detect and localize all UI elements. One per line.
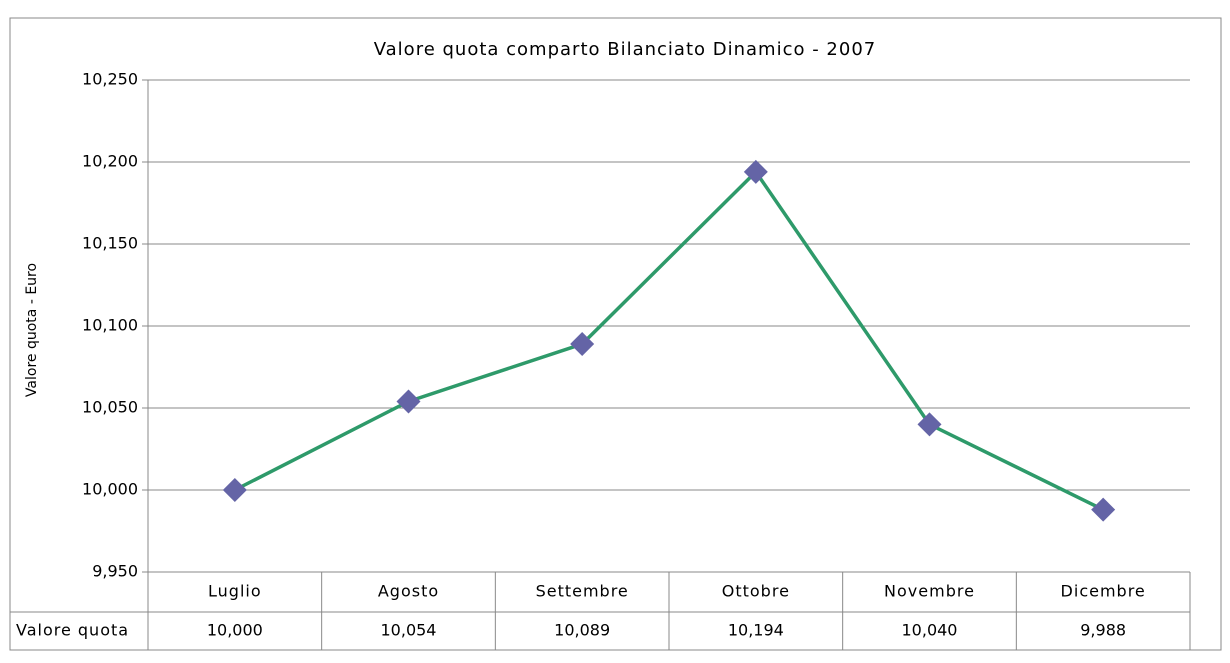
x-tick-label: Agosto bbox=[378, 582, 439, 601]
data-marker bbox=[222, 478, 247, 502]
chart-title: Valore quota comparto Bilanciato Dinamic… bbox=[374, 39, 877, 60]
y-tick-label: 10,100 bbox=[82, 316, 138, 335]
data-table-value: 10,000 bbox=[207, 621, 263, 640]
data-table-value: 9,988 bbox=[1080, 621, 1126, 640]
x-tick-label: Ottobre bbox=[722, 582, 790, 601]
y-tick-label: 10,050 bbox=[82, 398, 138, 417]
data-marker bbox=[917, 412, 942, 437]
data-table-value: 10,054 bbox=[381, 621, 437, 640]
data-marker bbox=[570, 332, 595, 357]
y-axis-label: Valore quota - Euro bbox=[24, 263, 40, 397]
data-table-value: 10,089 bbox=[554, 621, 610, 640]
data-table-value: 10,194 bbox=[728, 621, 784, 640]
x-tick-label: Luglio bbox=[208, 582, 262, 601]
legend-label: Valore quota bbox=[16, 621, 129, 640]
chart-border bbox=[9, 17, 1222, 651]
data-marker bbox=[396, 389, 421, 414]
x-tick-label: Settembre bbox=[536, 582, 629, 601]
data-table-value: 10,040 bbox=[902, 621, 958, 640]
x-tick-label: Novembre bbox=[884, 582, 975, 601]
data-line bbox=[234, 169, 1104, 512]
data-marker bbox=[1091, 497, 1116, 522]
data-marker bbox=[743, 159, 768, 184]
y-tick-label: 10,250 bbox=[82, 70, 138, 89]
y-tick-label: 10,000 bbox=[82, 480, 138, 499]
y-tick-label: 10,150 bbox=[82, 234, 138, 253]
y-tick-label: 10,200 bbox=[82, 152, 138, 171]
y-tick-label: 9,950 bbox=[92, 562, 138, 581]
x-tick-label: Dicembre bbox=[1061, 582, 1146, 601]
